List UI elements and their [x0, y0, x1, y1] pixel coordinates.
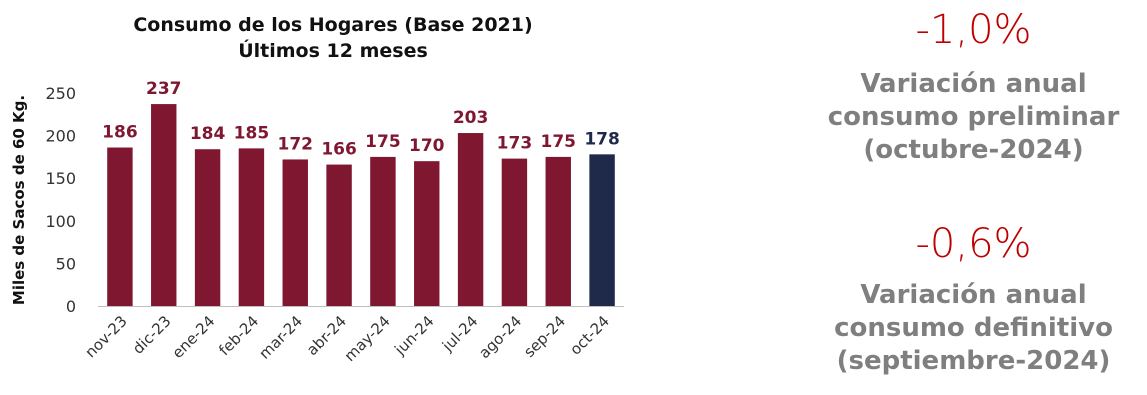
chart-title-line-1: Consumo de los Hogares (Base 2021) — [133, 14, 532, 36]
stat-preliminar-line-2: consumo preliminar — [827, 102, 1120, 132]
bar-jul-24 — [457, 133, 484, 306]
bar-feb-24 — [238, 148, 265, 306]
y-tick-label: 200 — [45, 127, 76, 146]
bars — [107, 104, 615, 307]
x-tick-label-feb-24: feb-24 — [215, 312, 262, 359]
bar-sep-24 — [545, 156, 571, 306]
x-tick-label-sep-24: sep-24 — [520, 312, 569, 361]
data-label-feb-24: 185 — [234, 123, 270, 143]
bar-nov-23 — [107, 147, 133, 306]
data-label-may-24: 175 — [365, 132, 401, 152]
x-tick-label-mar-24: mar-24 — [256, 312, 307, 363]
stat-definitivo-value: -0,6% — [915, 221, 1032, 267]
bar-ago-24 — [501, 158, 528, 306]
x-axis-ticks: nov-23dic-23ene-24feb-24mar-24abr-24may-… — [81, 312, 612, 365]
x-tick-label-ago-24: ago-24 — [475, 312, 525, 362]
stat-definitivo-line-1: Variación anual — [860, 280, 1087, 310]
x-tick-label-ene-24: ene-24 — [169, 312, 219, 362]
data-label-jun-24: 170 — [409, 136, 445, 156]
y-tick-label: 150 — [45, 169, 76, 188]
bar-oct-24 — [589, 154, 615, 306]
data-label-ene-24: 184 — [190, 124, 226, 144]
chart-title-line-2: Últimos 12 meses — [238, 38, 428, 62]
data-label-mar-24: 172 — [278, 134, 314, 154]
x-tick-label-may-24: may-24 — [341, 312, 394, 365]
bar-chart: Consumo de los Hogares (Base 2021) Últim… — [10, 14, 624, 365]
bar-dic-23 — [151, 104, 177, 307]
data-label-jul-24: 203 — [453, 108, 489, 128]
data-label-nov-23: 186 — [102, 123, 138, 143]
data-label-sep-24: 175 — [541, 132, 577, 152]
data-label-abr-24: 166 — [321, 140, 357, 160]
data-label-oct-24: 178 — [584, 129, 620, 149]
bar-ene-24 — [194, 149, 221, 306]
stat-preliminar-line-1: Variación anual — [860, 69, 1087, 99]
bar-mar-24 — [282, 159, 308, 306]
stat-preliminar: -1,0% Variación anual consumo preliminar… — [800, 8, 1147, 167]
y-tick-label: 50 — [56, 254, 76, 273]
stat-definitivo-line-2: consumo definitivo — [834, 313, 1113, 343]
bar-may-24 — [370, 156, 396, 306]
x-tick-label-jun-24: jun-24 — [390, 312, 437, 359]
stat-definitivo-line-3: (septiembre-2024) — [836, 346, 1111, 376]
y-axis-label: Miles de Sacos de 60 Kg. — [10, 95, 28, 305]
x-tick-label-dic-23: dic-23 — [129, 312, 175, 358]
bar-abr-24 — [326, 164, 352, 306]
x-tick-label-nov-23: nov-23 — [81, 312, 130, 361]
data-label-dic-23: 237 — [146, 79, 182, 99]
y-axis-ticks: 0 50 100 150 200 250 — [45, 84, 76, 316]
bar-jun-24 — [414, 161, 440, 306]
y-tick-label: 100 — [45, 212, 76, 231]
stat-definitivo: -0,6% Variación anual consumo definitivo… — [800, 222, 1147, 378]
data-label-ago-24: 173 — [497, 134, 533, 154]
y-tick-label: 250 — [45, 84, 76, 103]
stat-preliminar-value: -1,0% — [915, 7, 1032, 53]
data-labels: 186 237 184 185 172 166 175 170 203 173 175 178 — [102, 79, 620, 159]
x-tick-label-oct-24: oct-24 — [566, 312, 613, 359]
y-tick-label: 0 — [66, 297, 76, 316]
stat-preliminar-line-3: (octubre-2024) — [863, 135, 1084, 165]
